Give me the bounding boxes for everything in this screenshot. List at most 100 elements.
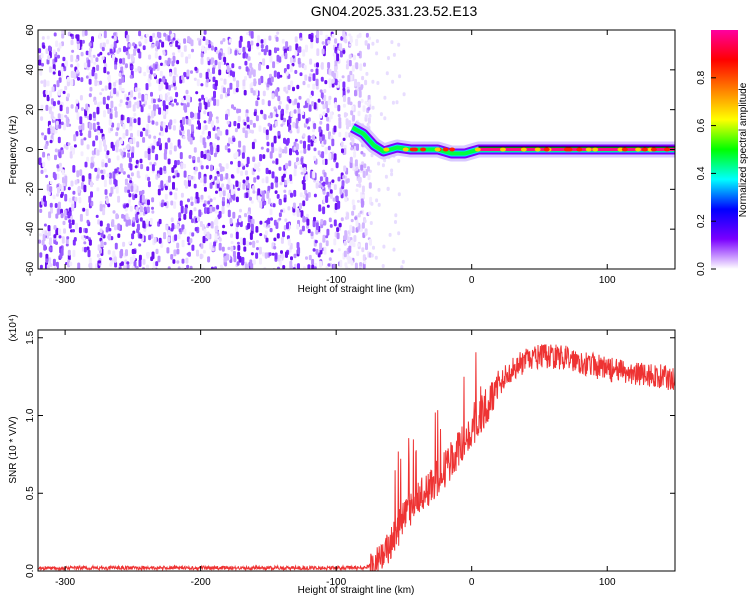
- spectrogram-cell: [307, 228, 311, 234]
- spectrogram-cell: [129, 205, 133, 212]
- spectrogram-cell: [151, 197, 155, 203]
- spectrogram-cell: [180, 205, 184, 214]
- spectrogram-cell: [42, 45, 46, 49]
- spectrogram-cells: [38, 30, 406, 269]
- spectrogram-cell: [247, 222, 251, 230]
- spectrogram-cell: [96, 253, 100, 258]
- spectrogram-cell: [65, 238, 69, 244]
- spectrogram-cell: [133, 96, 137, 100]
- spectrogram-cell: [206, 152, 210, 161]
- spectrogram-cell: [249, 215, 253, 220]
- spectrogram-cell: [277, 266, 280, 269]
- spectrogram-cell: [235, 87, 239, 93]
- spectrogram-cell: [259, 201, 263, 209]
- spectrogram-cell: [324, 158, 328, 165]
- spectrogram-cell: [57, 100, 61, 105]
- spectrogram-cell: [202, 235, 206, 244]
- spectrogram-cell: [167, 236, 171, 243]
- spectrogram-cell: [292, 86, 295, 92]
- spectrogram-cell: [252, 90, 256, 96]
- spectrogram-cell: [44, 143, 48, 150]
- spectrogram-cell: [179, 200, 183, 207]
- spectrogram-cell: [221, 183, 225, 188]
- spectrogram-cell: [158, 218, 162, 225]
- spectrogram-cell: [340, 141, 344, 148]
- spectrogram-cell: [305, 256, 308, 260]
- spectrogram-cell: [200, 34, 204, 40]
- spectrogram-cell: [258, 125, 262, 132]
- spectrogram-cell: [242, 79, 246, 87]
- spectrogram-cell: [98, 140, 102, 146]
- spectrogram-cell: [98, 144, 102, 153]
- spectrogram-cell: [158, 39, 162, 43]
- ridge-peak: [585, 147, 592, 152]
- spectrogram-cell: [397, 42, 401, 47]
- spectrogram-cell: [331, 33, 335, 39]
- spectrogram-cell: [239, 237, 243, 246]
- spectrogram-cell: [181, 75, 185, 81]
- spectrogram-cell: [75, 106, 79, 113]
- spectrogram-cell: [181, 224, 185, 230]
- spectrogram-cell: [266, 148, 270, 153]
- spectrogram-cell: [183, 179, 187, 186]
- spectrogram-cell: [283, 189, 287, 193]
- spectrogram-cell: [45, 90, 49, 95]
- spectrogram-cell: [148, 66, 152, 71]
- spectrogram-cell: [96, 187, 100, 192]
- spectrogram-cell: [272, 160, 275, 164]
- spectrogram-cell: [348, 120, 352, 127]
- spectrogram-cell: [331, 179, 335, 183]
- spectrogram-cell: [387, 56, 390, 60]
- spectrogram-cell: [90, 181, 93, 188]
- spectrogram-cell: [137, 92, 141, 99]
- spectrogram-cell: [122, 57, 126, 65]
- spectrogram-cell: [283, 197, 287, 203]
- spectrogram-cell: [168, 101, 172, 106]
- spectrogram-cell: [122, 241, 126, 247]
- spectrogram-cell: [88, 50, 92, 58]
- spectrogram-cell: [183, 163, 187, 169]
- x-tick-label: 100: [599, 577, 616, 588]
- spectrogram-cell: [330, 167, 334, 172]
- spectrogram-cell: [366, 122, 370, 127]
- spectrogram-cell: [285, 251, 288, 258]
- spectrogram-cell: [109, 192, 113, 197]
- spectrogram-cell: [292, 121, 296, 128]
- spectrogram-cell: [116, 155, 120, 161]
- spectrogram-cell: [174, 234, 178, 241]
- spectrogram-cell: [270, 182, 274, 190]
- spectrogram-cell: [42, 161, 46, 168]
- spectrogram-cell: [158, 237, 162, 244]
- spectrogram-cell: [89, 47, 92, 52]
- spectrogram-cell: [163, 232, 167, 240]
- spectrogram-cell: [60, 193, 64, 198]
- spectrogram-cell: [78, 227, 82, 234]
- spectrogram-cell: [315, 36, 319, 44]
- spectrogram-cell: [324, 80, 328, 85]
- spectrogram-cell: [252, 156, 256, 162]
- spectrogram-cell: [157, 188, 161, 196]
- spectrogram-cell: [39, 208, 43, 213]
- spectrogram-cell: [133, 48, 137, 56]
- spectrogram-cell: [255, 226, 259, 233]
- spectrogram-cell: [139, 131, 143, 137]
- spectrogram-cell: [363, 260, 367, 265]
- spectrogram-cell: [205, 71, 209, 80]
- spectrogram-cell: [41, 36, 45, 40]
- spectrogram-cell: [190, 196, 194, 201]
- spectrogram-cell: [173, 145, 177, 152]
- spectrogram-cell: [276, 31, 280, 35]
- spectrogram-cell: [106, 71, 110, 75]
- spectrogram-cell: [190, 201, 194, 206]
- spectrogram-cell: [283, 117, 287, 123]
- spectrogram-cell: [130, 172, 134, 177]
- ridge-peak: [474, 147, 481, 152]
- spectrogram-cell: [320, 92, 324, 99]
- spectrogram-cell: [364, 100, 368, 105]
- spectrogram-cell: [335, 162, 339, 169]
- spectrogram-cell: [290, 192, 293, 198]
- spectrogram-cell: [142, 220, 146, 229]
- spectrogram-cell: [280, 237, 284, 244]
- spectrogram-cell: [61, 33, 65, 39]
- spectrogram-cell: [299, 166, 303, 170]
